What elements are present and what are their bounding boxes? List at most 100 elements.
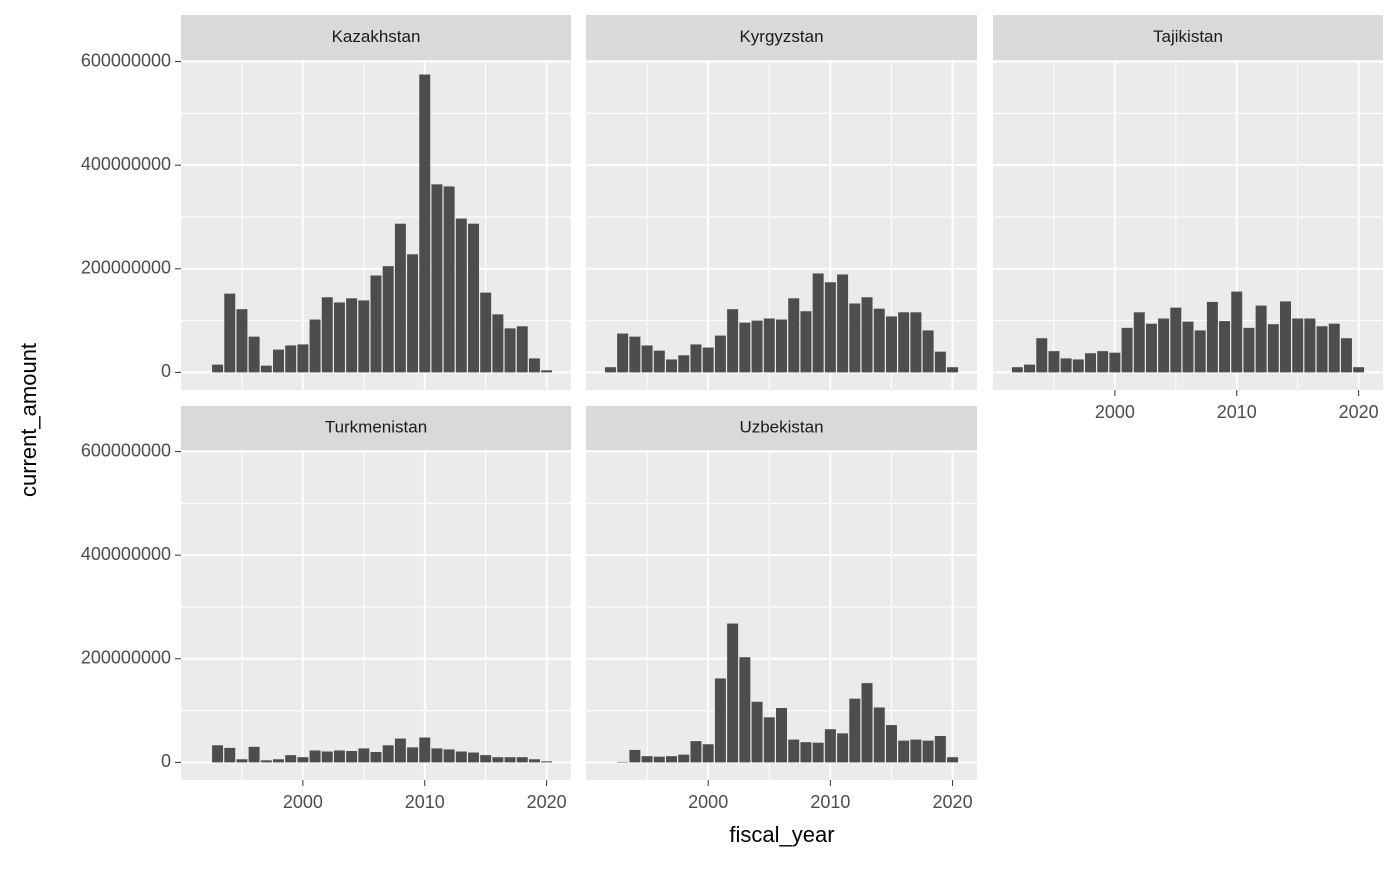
- bar: [1194, 330, 1206, 373]
- bar: [248, 336, 260, 373]
- bar: [236, 309, 248, 373]
- facet-title: Uzbekistan: [739, 417, 823, 436]
- bar: [346, 750, 358, 763]
- bar: [727, 309, 739, 373]
- y-tick-label: 0: [161, 361, 171, 381]
- bar: [678, 754, 690, 763]
- strip: [181, 406, 571, 450]
- bar: [727, 623, 739, 763]
- bar: [260, 365, 272, 373]
- bar: [1267, 324, 1279, 373]
- bar: [800, 742, 812, 763]
- bar: [321, 751, 333, 763]
- bar: [480, 755, 492, 763]
- bar: [751, 320, 763, 373]
- bar: [541, 761, 553, 763]
- bar: [541, 370, 553, 373]
- bar: [885, 725, 897, 763]
- bar: [739, 322, 751, 373]
- bar: [407, 747, 419, 763]
- bar: [666, 756, 678, 763]
- bar: [641, 345, 653, 373]
- bar: [1085, 353, 1096, 373]
- bar: [1206, 301, 1218, 373]
- bar: [837, 274, 849, 373]
- bar: [358, 300, 370, 373]
- facet-title: Turkmenistan: [325, 417, 427, 436]
- bar: [382, 266, 394, 373]
- y-tick-label: 0: [161, 751, 171, 771]
- bar: [1353, 367, 1365, 373]
- bar: [273, 349, 284, 373]
- bar: [849, 303, 861, 373]
- bar: [1328, 323, 1340, 373]
- bar: [370, 752, 382, 763]
- bar: [431, 748, 443, 763]
- bar: [492, 757, 504, 763]
- bar: [873, 707, 885, 763]
- strip: [586, 406, 977, 450]
- bar: [947, 757, 959, 763]
- bar: [934, 735, 946, 763]
- bar: [739, 657, 751, 763]
- bar: [419, 74, 431, 373]
- bar: [504, 328, 516, 373]
- x-tick-label: 2010: [810, 792, 850, 812]
- panel: [181, 450, 571, 780]
- bar: [480, 292, 492, 373]
- bar: [885, 316, 897, 373]
- bar: [617, 333, 629, 373]
- bar: [455, 751, 467, 763]
- y-tick-label: 600000000: [81, 440, 171, 460]
- bar: [1243, 327, 1255, 373]
- bar: [309, 750, 321, 763]
- bar: [1340, 338, 1352, 373]
- bar: [702, 744, 714, 763]
- bar: [824, 282, 836, 373]
- bar: [468, 752, 479, 763]
- facet-title: Kyrgyzstan: [739, 27, 823, 46]
- bar: [812, 742, 824, 763]
- bar: [1145, 323, 1157, 373]
- bar: [653, 350, 665, 373]
- bar: [1292, 318, 1304, 373]
- bar: [468, 223, 479, 373]
- x-tick-label: 2000: [283, 792, 323, 812]
- bar: [492, 314, 504, 373]
- bar: [1097, 351, 1109, 373]
- bar: [260, 760, 272, 763]
- facet-title: Kazakhstan: [332, 27, 421, 46]
- x-tick-label: 2010: [1217, 402, 1257, 422]
- y-axis-title: current_amount: [16, 343, 41, 497]
- strip: [993, 15, 1383, 60]
- bar: [604, 367, 616, 373]
- x-axis-title: fiscal_year: [729, 822, 834, 847]
- bar: [236, 759, 248, 763]
- bar: [922, 330, 934, 373]
- bar: [1231, 291, 1243, 373]
- bar: [910, 312, 922, 373]
- bar: [224, 293, 236, 373]
- bar: [922, 740, 934, 763]
- bar: [678, 355, 690, 373]
- bar: [431, 184, 443, 373]
- bar: [788, 739, 800, 763]
- bar: [443, 749, 455, 763]
- bar: [297, 757, 309, 763]
- y-tick-label: 400000000: [81, 544, 171, 564]
- bar: [370, 275, 382, 373]
- bar: [776, 707, 787, 763]
- bar: [714, 678, 726, 763]
- bar: [653, 756, 665, 763]
- bar: [297, 344, 309, 373]
- bar: [629, 336, 641, 373]
- bar: [837, 733, 849, 763]
- bar: [1109, 352, 1121, 373]
- bar: [849, 698, 861, 763]
- bar: [629, 749, 641, 763]
- bar: [309, 319, 321, 373]
- bar: [1011, 367, 1023, 373]
- bar: [1255, 305, 1267, 373]
- bar: [763, 717, 775, 763]
- bar: [776, 319, 787, 373]
